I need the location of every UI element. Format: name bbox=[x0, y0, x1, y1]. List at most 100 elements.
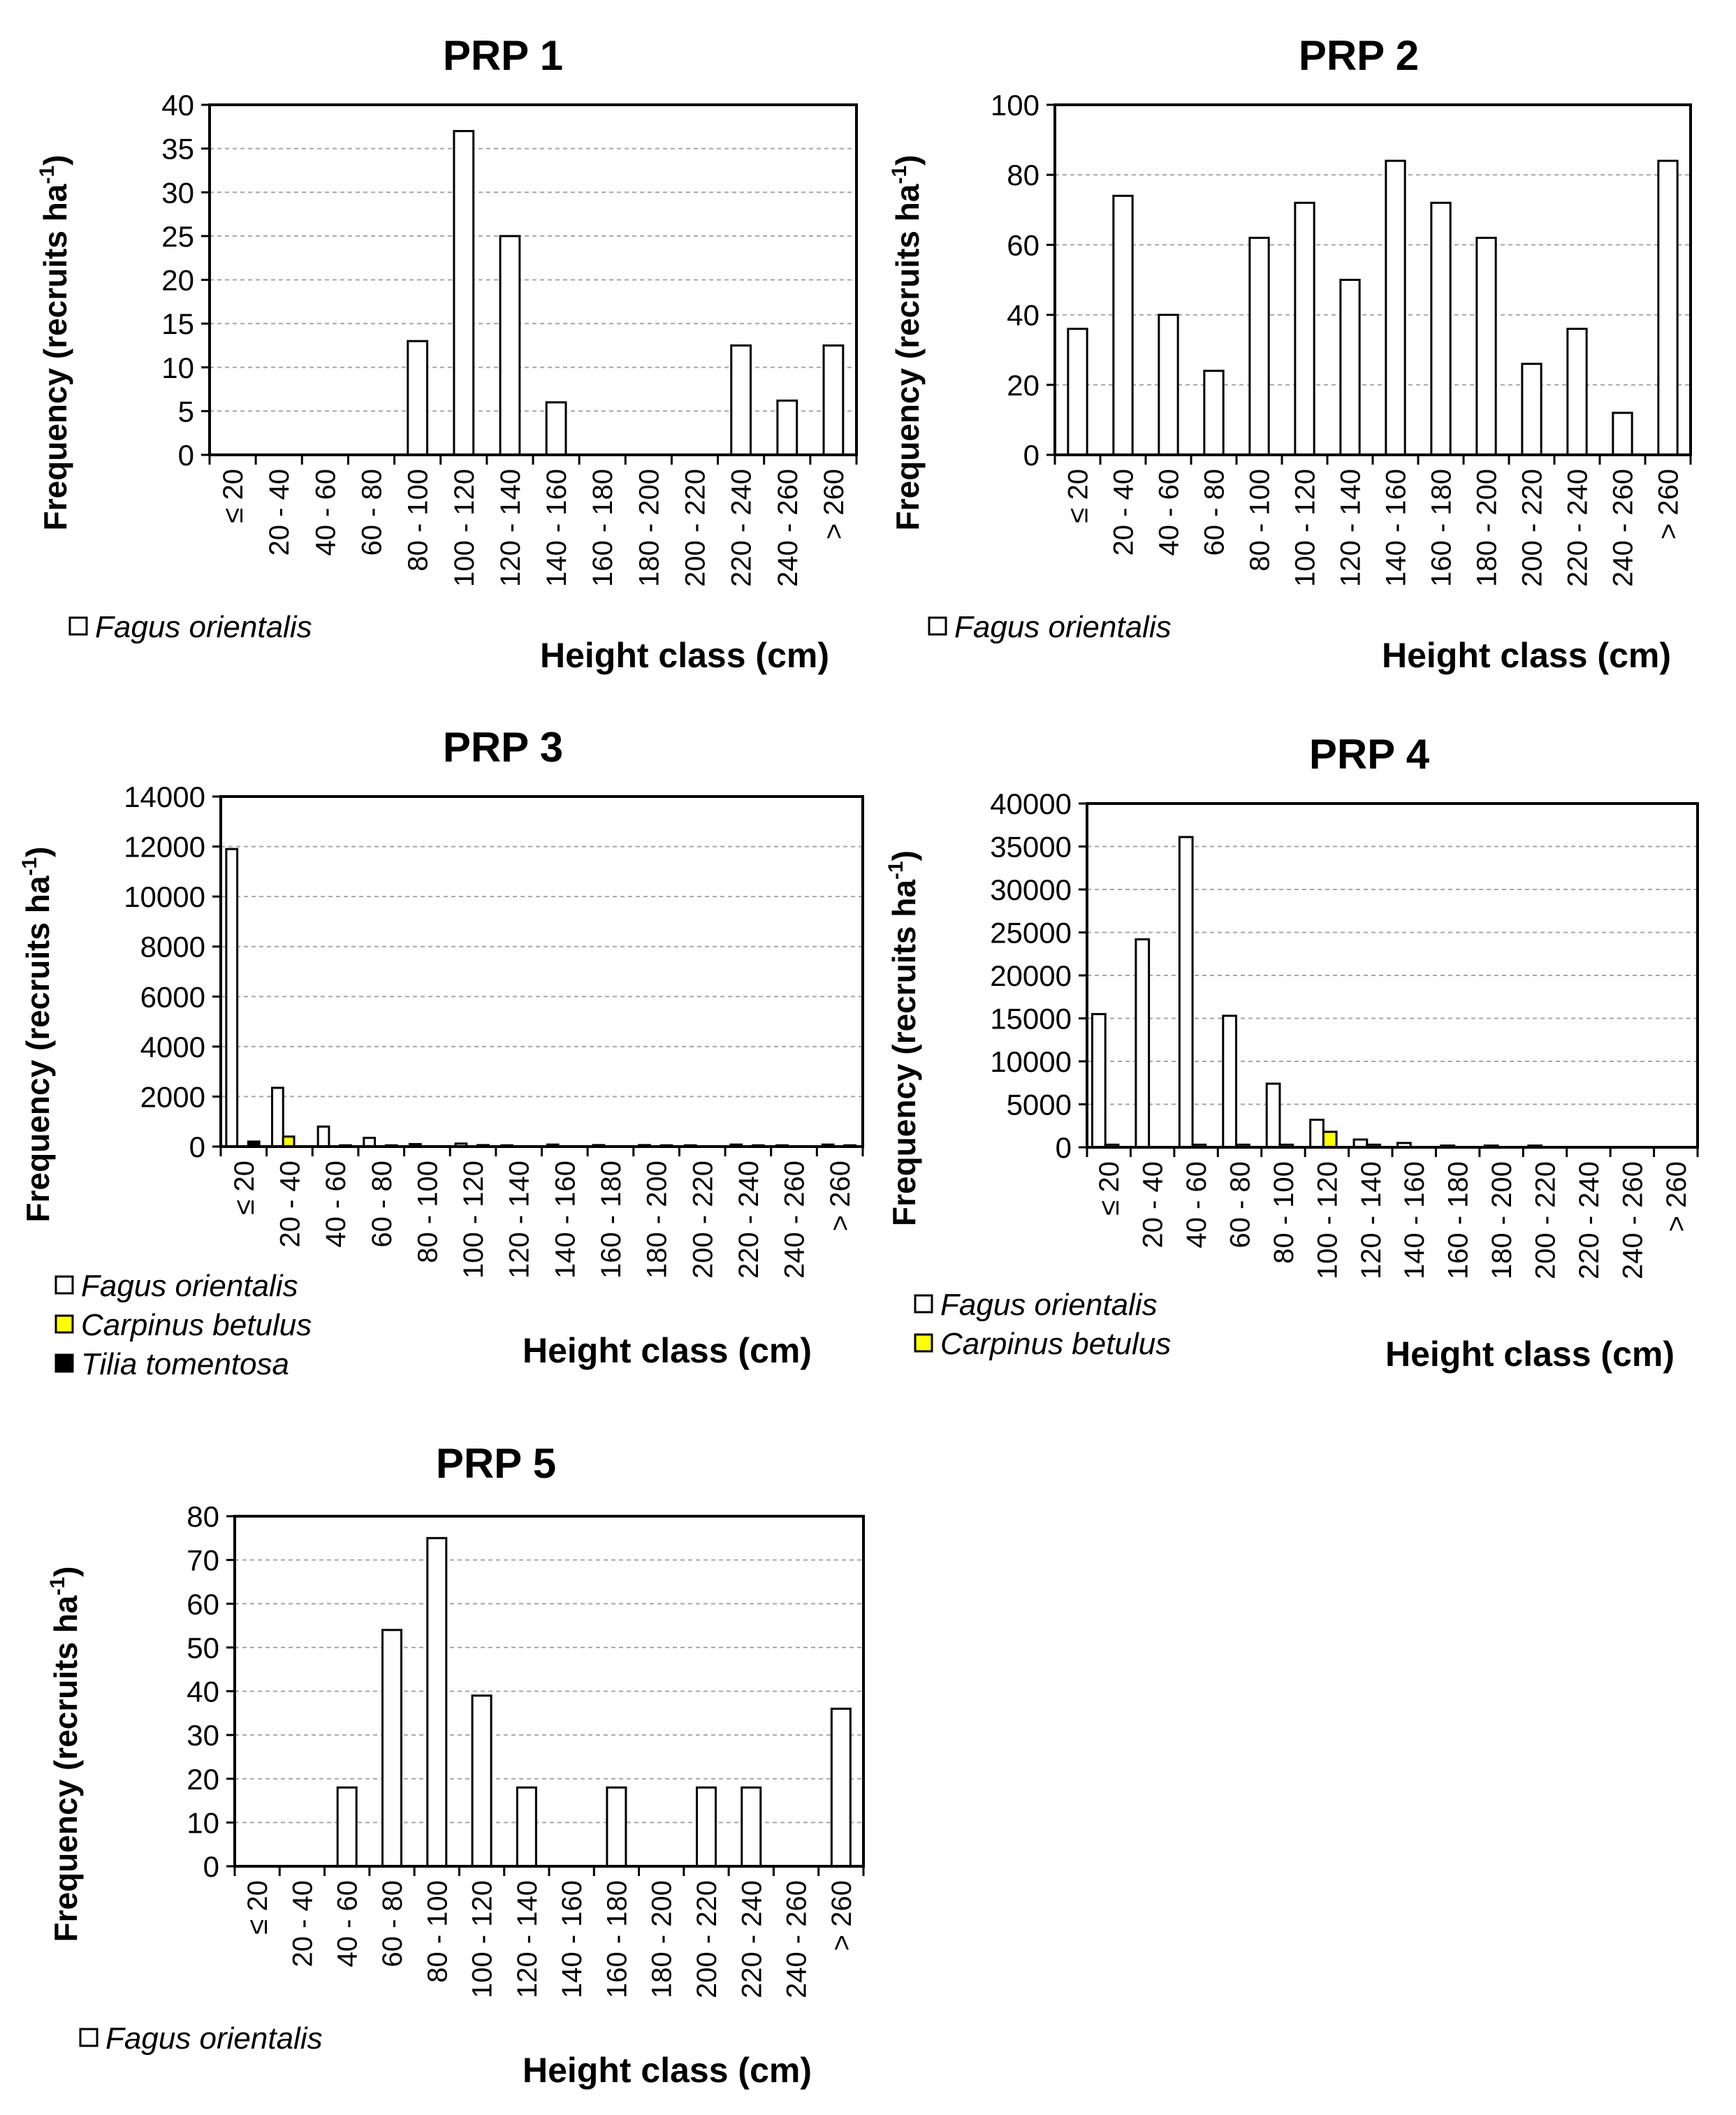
y-tick-label: 30 bbox=[187, 1719, 219, 1752]
y-tick-label: 4000 bbox=[140, 1031, 205, 1063]
x-tick-label: > 260 bbox=[1654, 469, 1684, 539]
bar-fagus-orientalis bbox=[499, 235, 521, 456]
x-tick-label: 100 - 120 bbox=[1290, 469, 1321, 587]
y-axis-label: Frequency (recruits ha-1) bbox=[884, 850, 922, 1226]
bar-fagus-orientalis bbox=[225, 848, 239, 1148]
x-tick-label: 220 - 240 bbox=[1563, 469, 1593, 587]
bar-fagus-orientalis bbox=[1566, 328, 1588, 456]
bar-fagus-orientalis bbox=[741, 1786, 762, 1868]
y-tick-label: 10 bbox=[161, 351, 194, 384]
x-tick-label: > 260 bbox=[1661, 1161, 1692, 1232]
x-tick-label: 180 - 200 bbox=[1472, 469, 1503, 587]
y-tick-label: 0 bbox=[203, 1850, 219, 1883]
x-tick-label: 240 - 260 bbox=[780, 1161, 810, 1279]
legend-swatch bbox=[914, 1333, 933, 1353]
bar-fagus-orientalis bbox=[606, 1786, 627, 1868]
y-axis-label: Frequency (recruits ha-1) bbox=[888, 155, 926, 531]
legend-label: Carpinus betulus bbox=[81, 1308, 312, 1342]
x-tick-label: ≤ 20 bbox=[218, 469, 249, 523]
bar-fagus-orientalis bbox=[453, 130, 475, 456]
legend-swatch bbox=[79, 2028, 99, 2047]
x-tick-label: 160 - 180 bbox=[1427, 469, 1457, 587]
bar-fagus-orientalis bbox=[1248, 236, 1270, 456]
y-tick-label: 5 bbox=[178, 395, 194, 428]
x-tick-label: 200 - 220 bbox=[1531, 1161, 1561, 1279]
x-tick-label: 80 - 100 bbox=[1269, 1161, 1299, 1264]
bar-fagus-orientalis bbox=[271, 1086, 284, 1148]
bar-fagus-orientalis bbox=[336, 1786, 358, 1868]
x-tick-label: 200 - 220 bbox=[687, 1161, 718, 1279]
x-tick-label: ≤ 20 bbox=[229, 1161, 260, 1215]
y-tick-label: 6000 bbox=[140, 980, 205, 1013]
x-tick-label: 40 - 60 bbox=[310, 469, 341, 556]
y-tick-label: 20 bbox=[1007, 369, 1040, 402]
x-tick-label: 120 - 140 bbox=[504, 1161, 535, 1279]
x-axis-label: Height class (cm) bbox=[523, 1331, 812, 1370]
y-tick-label: 8000 bbox=[140, 931, 205, 964]
y-tick-label: 60 bbox=[1007, 228, 1040, 261]
x-tick-label: ≤ 20 bbox=[242, 1880, 273, 1935]
y-tick-label: 35000 bbox=[990, 831, 1072, 864]
y-tick-label: 14000 bbox=[124, 780, 205, 813]
bar-fagus-orientalis bbox=[1091, 1012, 1107, 1149]
y-axis-label: Frequency (recruits ha-1) bbox=[46, 1567, 84, 1942]
chart-title: PRP 3 bbox=[443, 724, 563, 771]
bar-fagus-orientalis bbox=[1112, 194, 1134, 456]
x-tick-label: 240 - 260 bbox=[773, 469, 803, 587]
legend-label: Fagus orientalis bbox=[940, 1288, 1158, 1322]
x-tick-label: 20 - 40 bbox=[1138, 1161, 1169, 1249]
x-tick-label: 140 - 160 bbox=[1399, 1161, 1430, 1279]
legend-label: Fagus orientalis bbox=[954, 610, 1172, 644]
bar-fagus-orientalis bbox=[1385, 159, 1406, 456]
y-tick-label: 100 bbox=[991, 89, 1040, 122]
x-axis-label: Height class (cm) bbox=[1382, 636, 1671, 675]
x-axis-label: Height class (cm) bbox=[1385, 1335, 1675, 1374]
bar-carpinus-betulus bbox=[282, 1135, 296, 1148]
x-tick-label: 200 - 220 bbox=[1517, 469, 1548, 587]
plot-frame bbox=[219, 795, 864, 1148]
x-tick-label: 140 - 160 bbox=[541, 469, 572, 587]
y-tick-label: 15000 bbox=[990, 1003, 1072, 1035]
legend-swatch bbox=[54, 1275, 74, 1295]
x-tick-label: 240 - 260 bbox=[782, 1880, 812, 1998]
x-tick-label: 140 - 160 bbox=[550, 1161, 581, 1279]
x-tick-label: 180 - 200 bbox=[634, 469, 664, 587]
x-tick-label: 60 - 80 bbox=[367, 1161, 397, 1248]
y-tick-label: 10000 bbox=[990, 1045, 1072, 1078]
bar-fagus-orientalis bbox=[1294, 201, 1315, 456]
bar-fagus-orientalis bbox=[822, 344, 845, 456]
bar-fagus-orientalis bbox=[1222, 1015, 1238, 1149]
x-tick-label: 180 - 200 bbox=[642, 1161, 673, 1279]
x-tick-label: 80 - 100 bbox=[412, 1161, 443, 1263]
y-tick-label: 10 bbox=[187, 1806, 219, 1839]
x-tick-label: 20 - 40 bbox=[1109, 469, 1139, 556]
bar-fagus-orientalis bbox=[1158, 314, 1179, 456]
legend-label: Fagus orientalis bbox=[95, 610, 312, 644]
chart-title: PRP 2 bbox=[1299, 32, 1419, 79]
legend-swatch bbox=[914, 1294, 933, 1314]
x-tick-label: 200 - 220 bbox=[692, 1880, 722, 1998]
x-tick-label: 160 - 180 bbox=[601, 1880, 632, 1998]
bar-carpinus-betulus bbox=[1322, 1131, 1338, 1149]
bar-fagus-orientalis bbox=[696, 1786, 717, 1868]
bar-fagus-orientalis bbox=[776, 399, 798, 456]
x-tick-label: 140 - 160 bbox=[557, 1880, 588, 1998]
bar-fagus-orientalis bbox=[516, 1786, 537, 1868]
plot-frame bbox=[1053, 103, 1692, 456]
bar-fagus-orientalis bbox=[1657, 159, 1679, 456]
x-tick-label: 200 - 220 bbox=[680, 469, 711, 587]
bar-fagus-orientalis bbox=[1265, 1082, 1281, 1149]
y-tick-label: 25 bbox=[161, 220, 194, 253]
x-tick-label: 220 - 240 bbox=[1574, 1161, 1605, 1279]
plot-frame bbox=[208, 103, 858, 456]
bar-fagus-orientalis bbox=[1521, 363, 1542, 456]
bar-fagus-orientalis bbox=[1339, 279, 1361, 456]
x-tick-label: 180 - 200 bbox=[647, 1880, 678, 1998]
x-tick-label: 160 - 180 bbox=[588, 469, 618, 587]
chart-title: PRP 1 bbox=[443, 32, 563, 79]
bar-fagus-orientalis bbox=[1203, 370, 1225, 456]
x-tick-label: 80 - 100 bbox=[1245, 469, 1276, 572]
x-tick-label: 220 - 240 bbox=[734, 1161, 764, 1279]
x-tick-label: 220 - 240 bbox=[727, 469, 757, 587]
x-tick-label: > 260 bbox=[826, 1880, 857, 1951]
